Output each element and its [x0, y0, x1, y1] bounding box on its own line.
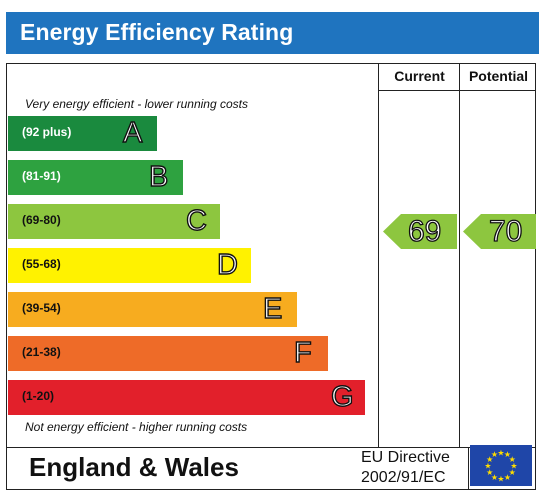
star-icon: ★	[486, 468, 493, 477]
current-arrow-shape	[383, 214, 457, 249]
star-icon: ★	[491, 473, 498, 482]
potential-rating-value: 70	[488, 214, 523, 248]
title-bar: Energy Efficiency Rating	[6, 12, 539, 54]
potential-column-header: Potential	[468, 68, 529, 84]
note-inefficient: Not energy efficient - higher running co…	[25, 420, 248, 434]
divider-flag	[468, 447, 469, 490]
star-icon: ★	[497, 449, 504, 458]
eu-flag-icon: ★ ★ ★ ★ ★ ★ ★ ★ ★ ★ ★ ★	[470, 445, 532, 486]
band-b: (81-91) B	[8, 160, 183, 195]
region-label: England & Wales	[29, 452, 239, 482]
note-efficient: Very energy efficient - lower running co…	[25, 97, 248, 111]
band-range-label: (92 plus)	[22, 125, 72, 139]
star-icon: ★	[491, 450, 498, 459]
band-c: (69-80) C	[8, 204, 220, 239]
band-letter: G	[330, 380, 354, 413]
current-rating-arrow: 69	[383, 214, 457, 249]
star-icon: ★	[510, 462, 517, 471]
divider-current	[378, 63, 379, 448]
band-letter: C	[185, 204, 207, 237]
band-g: (1-20) G	[8, 380, 365, 415]
band-letter: E	[262, 292, 283, 325]
band-range-label: (21-38)	[22, 345, 61, 359]
band-range-label: (39-54)	[22, 301, 61, 315]
star-icon: ★	[497, 475, 504, 484]
rating-frame	[6, 63, 536, 490]
band-letter: D	[216, 248, 238, 281]
band-e: (39-54) E	[8, 292, 297, 327]
band-range-label: (81-91)	[22, 169, 61, 183]
band-range-label: (69-80)	[22, 213, 61, 227]
star-icon: ★	[486, 455, 493, 464]
potential-rating-arrow: 70	[463, 214, 536, 249]
star-icon: ★	[484, 462, 491, 471]
band-range-label: (1-20)	[22, 389, 55, 403]
star-icon: ★	[504, 450, 511, 459]
current-rating-value: 69	[407, 214, 442, 248]
directive-line-1: EU Directive	[361, 449, 450, 466]
band-letter: A	[122, 116, 143, 149]
band-f: (21-38) F	[8, 336, 328, 371]
eu-stars: ★★★★★★★★★ ★ ★★	[484, 449, 517, 484]
chart-title: Energy Efficiency Rating	[20, 19, 294, 45]
star-icon: ★	[509, 468, 516, 477]
footer-rule	[6, 447, 536, 448]
band-letter: F	[293, 336, 312, 369]
band-a: (92 plus) A	[8, 116, 157, 151]
header-rule	[378, 90, 536, 91]
band-letter: B	[148, 160, 169, 193]
star-icon: ★	[504, 473, 511, 482]
directive-line-2: 2002/91/EC	[361, 469, 446, 486]
divider-potential	[459, 63, 460, 448]
current-column-header: Current	[394, 68, 445, 84]
band-d: (55-68) D	[8, 248, 251, 283]
band-range-label: (55-68)	[22, 257, 61, 271]
star-icon: ★	[509, 455, 516, 464]
potential-arrow-shape	[463, 214, 536, 249]
